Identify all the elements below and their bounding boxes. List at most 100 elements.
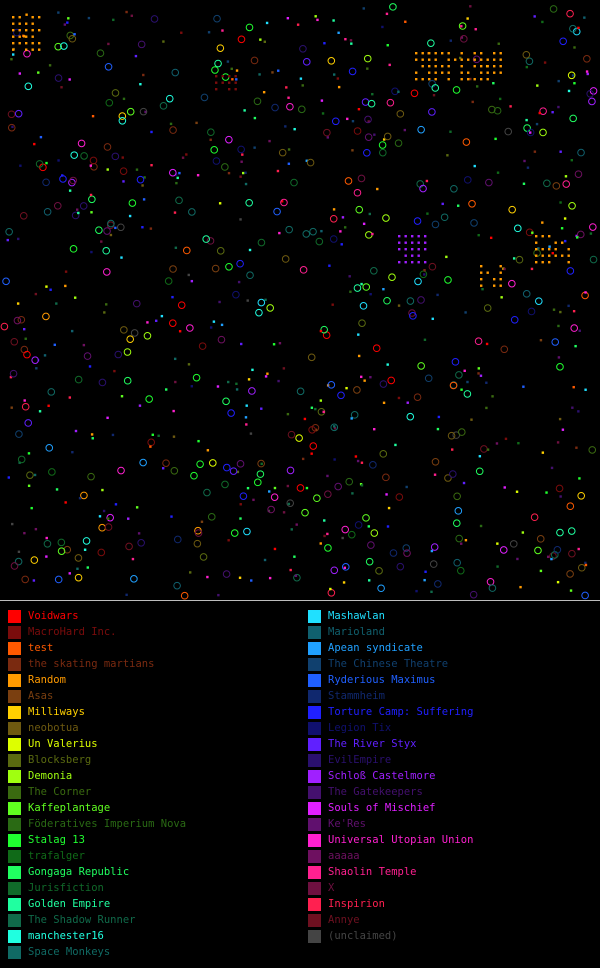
- system-marker[interactable]: [48, 64, 52, 67]
- planet-marker[interactable]: [403, 549, 411, 557]
- system-marker[interactable]: [247, 378, 251, 381]
- system-marker[interactable]: [228, 88, 231, 91]
- system-marker[interactable]: [89, 164, 93, 167]
- planet-marker[interactable]: [568, 201, 576, 210]
- system-marker[interactable]: [535, 122, 539, 126]
- planet-marker[interactable]: [53, 202, 62, 210]
- system-marker[interactable]: [424, 235, 427, 238]
- system-marker[interactable]: [326, 136, 330, 139]
- system-marker[interactable]: [165, 388, 168, 391]
- planet-marker[interactable]: [576, 230, 585, 239]
- system-marker[interactable]: [486, 271, 489, 274]
- planet-marker[interactable]: [87, 472, 95, 481]
- system-marker[interactable]: [121, 156, 124, 159]
- system-marker[interactable]: [150, 130, 153, 134]
- system-marker[interactable]: [7, 476, 11, 479]
- system-marker[interactable]: [463, 369, 466, 373]
- system-marker[interactable]: [424, 248, 427, 251]
- system-marker[interactable]: [557, 79, 560, 83]
- system-marker[interactable]: [486, 65, 489, 68]
- system-marker[interactable]: [473, 58, 476, 61]
- system-marker[interactable]: [584, 291, 587, 294]
- planet-marker[interactable]: [386, 98, 395, 107]
- system-marker[interactable]: [577, 26, 580, 30]
- system-marker[interactable]: [503, 267, 506, 271]
- planet-marker[interactable]: [324, 544, 332, 552]
- planet-marker[interactable]: [237, 35, 246, 44]
- system-marker[interactable]: [114, 226, 117, 230]
- system-marker[interactable]: [543, 61, 547, 64]
- system-marker[interactable]: [462, 481, 466, 485]
- system-marker[interactable]: [398, 261, 401, 264]
- system-marker[interactable]: [218, 202, 222, 205]
- system-marker[interactable]: [471, 100, 474, 104]
- system-marker[interactable]: [31, 35, 34, 38]
- planet-marker[interactable]: [577, 148, 585, 157]
- system-marker[interactable]: [206, 449, 210, 452]
- system-marker[interactable]: [252, 498, 255, 502]
- system-marker[interactable]: [388, 63, 391, 67]
- system-marker[interactable]: [554, 248, 557, 251]
- system-marker[interactable]: [18, 29, 21, 32]
- system-marker[interactable]: [268, 490, 271, 493]
- planet-marker[interactable]: [429, 560, 438, 568]
- planet-marker[interactable]: [417, 125, 425, 134]
- system-marker[interactable]: [479, 524, 483, 528]
- system-marker[interactable]: [515, 490, 519, 493]
- system-marker[interactable]: [285, 86, 288, 89]
- system-marker[interactable]: [404, 241, 407, 244]
- system-marker[interactable]: [485, 406, 488, 410]
- system-marker[interactable]: [16, 302, 20, 305]
- planet-marker[interactable]: [313, 494, 321, 503]
- system-marker[interactable]: [529, 131, 532, 134]
- system-marker[interactable]: [73, 296, 77, 299]
- planet-marker[interactable]: [130, 329, 139, 337]
- planet-marker[interactable]: [509, 540, 518, 548]
- system-marker[interactable]: [473, 52, 476, 55]
- system-marker[interactable]: [480, 78, 483, 81]
- system-marker[interactable]: [250, 579, 253, 582]
- system-marker[interactable]: [111, 433, 115, 437]
- planet-marker[interactable]: [570, 324, 579, 332]
- system-marker[interactable]: [466, 17, 469, 20]
- planet-marker[interactable]: [396, 562, 405, 571]
- planet-marker[interactable]: [469, 590, 478, 599]
- planet-marker[interactable]: [331, 117, 340, 126]
- planet-marker[interactable]: [236, 259, 244, 268]
- planet-marker[interactable]: [379, 380, 388, 388]
- planet-marker[interactable]: [323, 128, 331, 137]
- system-marker[interactable]: [109, 233, 113, 237]
- system-marker[interactable]: [246, 486, 250, 490]
- system-marker[interactable]: [218, 300, 221, 304]
- planet-marker[interactable]: [486, 577, 495, 586]
- system-marker[interactable]: [314, 15, 317, 18]
- planet-marker[interactable]: [98, 523, 106, 532]
- system-marker[interactable]: [68, 189, 72, 192]
- planet-marker[interactable]: [453, 492, 461, 501]
- planet-marker[interactable]: [209, 459, 217, 467]
- system-marker[interactable]: [122, 180, 125, 183]
- system-marker[interactable]: [55, 302, 58, 305]
- planet-marker[interactable]: [452, 86, 461, 94]
- system-marker[interactable]: [161, 467, 165, 470]
- system-marker[interactable]: [244, 416, 248, 419]
- system-marker[interactable]: [575, 234, 578, 238]
- system-marker[interactable]: [561, 254, 564, 257]
- system-marker[interactable]: [434, 78, 437, 81]
- planet-marker[interactable]: [280, 198, 288, 207]
- planet-marker[interactable]: [165, 94, 174, 103]
- system-marker[interactable]: [340, 243, 343, 246]
- system-marker[interactable]: [368, 579, 371, 582]
- system-marker[interactable]: [262, 90, 266, 94]
- system-marker[interactable]: [25, 35, 28, 38]
- system-marker[interactable]: [382, 287, 385, 291]
- system-marker[interactable]: [319, 329, 323, 333]
- system-marker[interactable]: [428, 71, 431, 74]
- planet-marker[interactable]: [562, 180, 571, 188]
- system-marker[interactable]: [509, 105, 512, 108]
- system-marker[interactable]: [535, 248, 538, 251]
- planet-marker[interactable]: [334, 482, 342, 491]
- planet-marker[interactable]: [383, 132, 392, 141]
- planet-marker[interactable]: [413, 393, 422, 402]
- system-marker[interactable]: [499, 271, 502, 274]
